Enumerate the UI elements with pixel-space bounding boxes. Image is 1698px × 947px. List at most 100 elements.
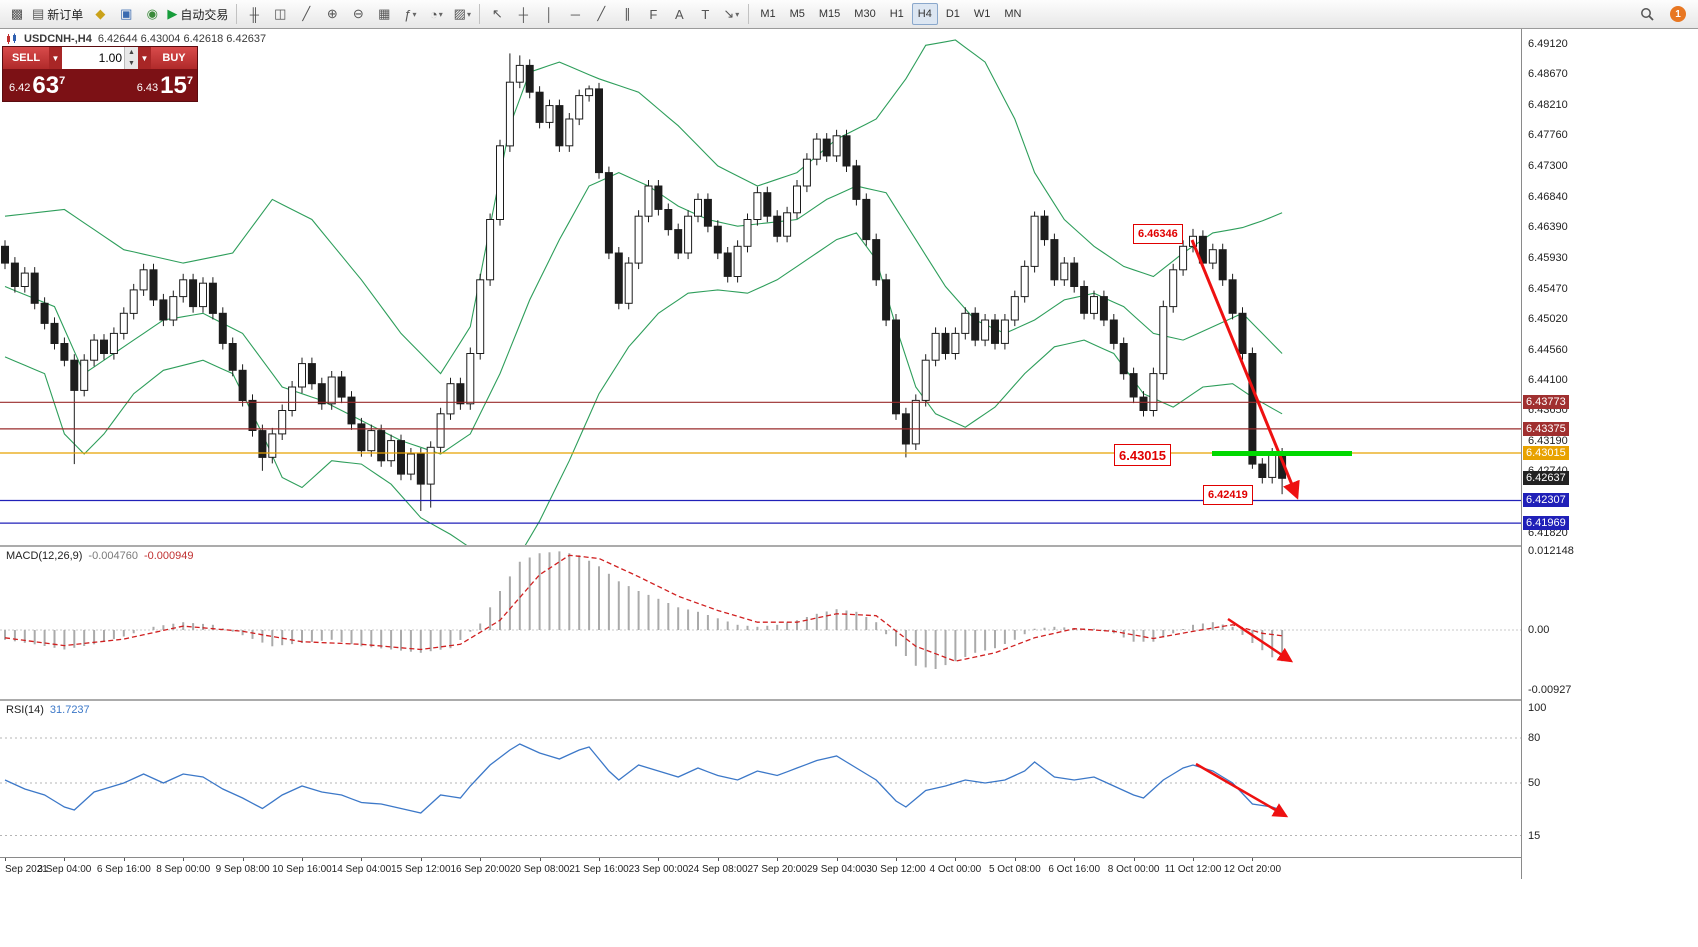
price-annotation[interactable]: 6.43015 [1114,444,1171,466]
time-axis-label: 8 Oct 00:00 [1107,864,1160,875]
search-icon-glyph [1640,7,1654,21]
time-axis[interactable]: Sep 2021 3 Sep 04:00 6 Sep 16:00 8 Sep 00:0… [0,857,1698,880]
price-axis-label: 6.47300 [1528,159,1568,172]
text-icon[interactable]: A [674,6,684,22]
chart-icon [7,33,16,44]
profiles-icon[interactable]: ▣ [120,6,133,21]
toolbar-separator [479,4,481,24]
toolbar-right: 1 [1634,2,1694,26]
sell-price[interactable]: 6.42 63 7 [3,69,100,101]
trendline-icon[interactable]: ╱ [597,6,606,21]
time-tick [539,858,541,861]
volume-input[interactable] [62,47,124,69]
price-axis-label: 6.45020 [1528,312,1568,325]
sell-dropdown-icon[interactable]: ▼ [49,47,62,69]
main-chart[interactable] [0,29,1521,545]
macd-panel[interactable] [0,547,1521,699]
timeframe-button-d1[interactable]: D1 [945,8,960,20]
price-tag: 6.43015 [1523,446,1569,461]
timeframe-button-w1[interactable]: W1 [973,8,991,20]
time-tick [5,858,6,861]
buy-price-sup: 7 [186,75,193,87]
time-tick [361,858,363,861]
time-axis-label: 5 Oct 08:00 [988,864,1041,875]
price-axis[interactable]: 6.49120 6.48670 6.48210 6.47760 6.47300 6.468… [1521,29,1698,879]
price-axis-label: 6.47760 [1528,129,1568,142]
timeframe-button-h4[interactable]: H4 [911,3,938,25]
label-icon[interactable]: T [701,6,710,22]
timeframe-button-m30[interactable]: M30 [854,8,876,20]
time-axis-label: 14 Sep 04:00 [331,864,392,875]
cursor-icon[interactable]: ↖ [491,6,503,21]
time-axis-label: 4 Oct 00:00 [929,864,982,875]
rsi-axis-label: 100 [1528,702,1547,714]
horizontal-level-lines[interactable] [0,401,1521,524]
zoom-out-icon[interactable]: ⊖ [352,6,364,21]
time-axis-label: Sep 2021 [5,864,48,875]
time-axis-label: 23 Sep 00:00 [628,864,689,875]
time-tick [836,858,838,861]
sell-price-big: 63 [32,72,60,99]
arrows-icon[interactable]: ↘ ▾ [723,6,740,21]
price-axis-label: 6.48670 [1528,68,1568,81]
volume-box: ▲ ▼ [62,47,138,69]
buy-dropdown-icon[interactable]: ▼ [138,47,151,69]
tile-windows-icon[interactable]: ▦ [378,6,391,21]
crosshair-icon[interactable]: ┼ [518,6,528,22]
time-axis-label: 21 Sep 16:00 [569,864,629,875]
time-axis-label: 27 Sep 20:00 [747,864,807,875]
toolbar-separator [748,4,750,24]
price-axis-label: 6.45930 [1528,251,1568,264]
timeframe-button-mn[interactable]: MN [1004,8,1022,20]
time-axis-label: 10 Sep 16:00 [272,864,332,875]
indicators-icon[interactable]: ƒ ▾ [404,6,417,22]
new-chart-icon[interactable]: ▩ [10,6,24,21]
new-order-button[interactable]: ▤ 新订单 [32,6,84,22]
buy-button[interactable]: BUY [151,47,197,69]
time-tick [717,858,719,861]
sell-button[interactable]: SELL [3,47,49,69]
panel-splitter[interactable] [0,545,1698,547]
time-axis-label: 12 Oct 20:00 [1223,864,1282,875]
time-tick [302,858,303,861]
time-axis-label: 6 Oct 16:00 [1048,864,1101,875]
candlestick-chart-icon[interactable]: ◫ [274,6,287,21]
zoom-in-icon[interactable]: ⊕ [326,6,338,21]
notification-badge[interactable]: 1 [1670,6,1686,22]
timeframe-button-h1[interactable]: H1 [889,8,904,20]
autotrading-button[interactable]: ▶ 自动交易 [167,6,229,22]
time-axis-label: 3 Sep 04:00 [37,864,92,875]
periods-icon[interactable]: ◔ ▾ [429,6,443,22]
horizontal-line-icon[interactable]: ─ [570,6,580,22]
channel-icon[interactable]: ∥ [624,6,631,21]
timeframe-button-m15[interactable]: M15 [818,8,841,20]
time-tick [64,858,66,861]
bar-chart-icon[interactable]: ╫ [249,6,259,22]
refresh-icon[interactable]: ◉ [146,6,158,21]
time-tick [658,858,660,861]
volume-up-icon[interactable]: ▲ [124,47,138,58]
vertical-line-icon[interactable]: │ [545,6,554,22]
price-annotation[interactable]: 6.42419 [1203,485,1253,505]
timeframe-button-m1[interactable]: M1 [760,8,776,20]
panel-splitter[interactable] [0,699,1698,701]
chart-templates-icon[interactable]: ◆ [95,6,106,21]
fibonacci-icon[interactable]: F [649,6,658,22]
line-chart-icon[interactable]: ╱ [302,6,311,21]
macd-histogram [4,551,1284,669]
rsi-panel[interactable] [0,701,1521,857]
volume-down-icon[interactable]: ▼ [124,58,138,69]
search-icon[interactable] [1634,2,1660,26]
candlestick-series [1,53,1287,511]
price-annotation[interactable]: 6.46346 [1133,224,1183,244]
price-axis-label: 6.43190 [1528,435,1568,448]
price-tag: 6.43375 [1523,421,1569,436]
macd-label: MACD(12,26,9) -0.004760 -0.000949 [6,550,194,562]
trade-panel-controls: SELL ▼ ▲ ▼ ▼ BUY [3,47,197,69]
buy-price[interactable]: 6.43 15 7 [100,69,197,101]
rsi-axis-label: 50 [1528,777,1541,789]
price-tag: 6.42637 [1523,471,1569,486]
time-axis-label: 30 Sep 12:00 [866,864,926,875]
template-icon[interactable]: ▨ ▾ [453,6,471,21]
timeframe-button-m5[interactable]: M5 [789,8,805,20]
